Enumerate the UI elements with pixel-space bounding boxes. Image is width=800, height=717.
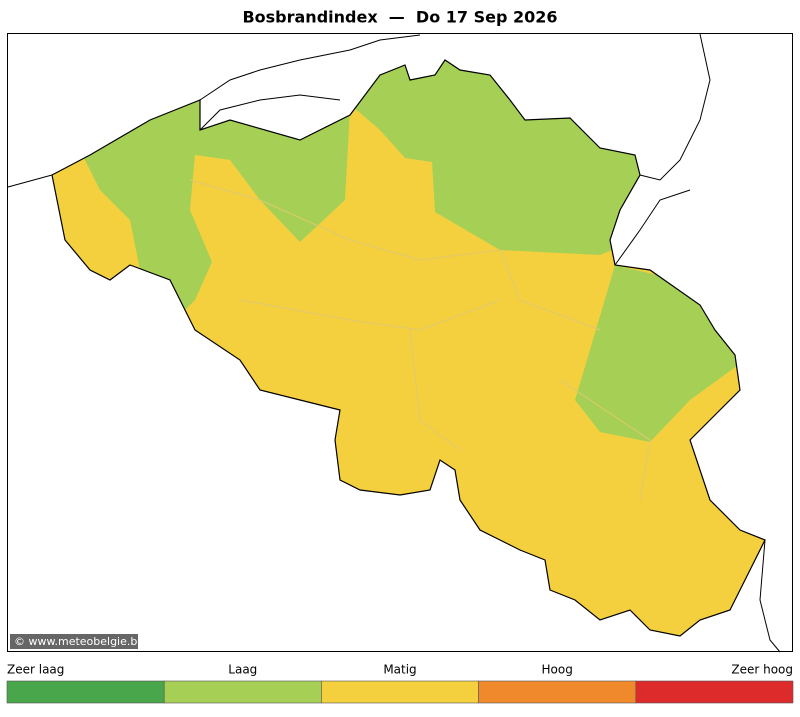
- neighbour-borders: [7, 33, 781, 653]
- legend: Zeer laag Laag Matig Hoog Zeer hoog: [6, 663, 794, 704]
- legend-label: Hoog: [542, 663, 573, 677]
- legend-swatch: [6, 680, 165, 704]
- legend-swatch: [163, 680, 322, 704]
- map-title: Bosbrandindex — Do 17 Sep 2026: [242, 8, 557, 27]
- legend-swatch: [478, 680, 637, 704]
- legend-label: Zeer hoog: [731, 663, 793, 677]
- province-borders: [189, 179, 651, 501]
- legend-swatch: [321, 680, 479, 704]
- credit: © www.meteobelgie.be: [14, 635, 144, 648]
- credit-box: [10, 634, 138, 649]
- legend-label: Matig: [383, 663, 416, 677]
- legend-label: Zeer laag: [7, 663, 64, 677]
- legend-swatch: [635, 680, 794, 704]
- legend-label: Laag: [228, 663, 257, 677]
